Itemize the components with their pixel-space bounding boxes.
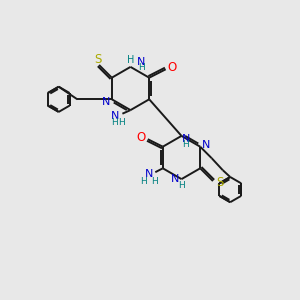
Text: O: O bbox=[168, 61, 177, 74]
Text: H: H bbox=[140, 177, 147, 186]
Text: H: H bbox=[183, 140, 189, 149]
Text: N: N bbox=[201, 140, 210, 150]
Text: N: N bbox=[171, 174, 179, 184]
Text: N: N bbox=[137, 57, 146, 68]
Text: H: H bbox=[118, 118, 125, 127]
Text: H: H bbox=[138, 63, 145, 72]
Text: H: H bbox=[127, 55, 134, 65]
Text: N: N bbox=[182, 134, 190, 144]
Text: S: S bbox=[216, 176, 223, 189]
Text: N: N bbox=[111, 111, 119, 121]
Text: N: N bbox=[145, 169, 154, 179]
Text: H: H bbox=[178, 181, 185, 190]
Text: S: S bbox=[94, 53, 101, 66]
Text: H: H bbox=[151, 177, 158, 186]
Text: H: H bbox=[111, 118, 118, 127]
Text: N: N bbox=[102, 97, 111, 107]
Text: O: O bbox=[136, 131, 146, 144]
